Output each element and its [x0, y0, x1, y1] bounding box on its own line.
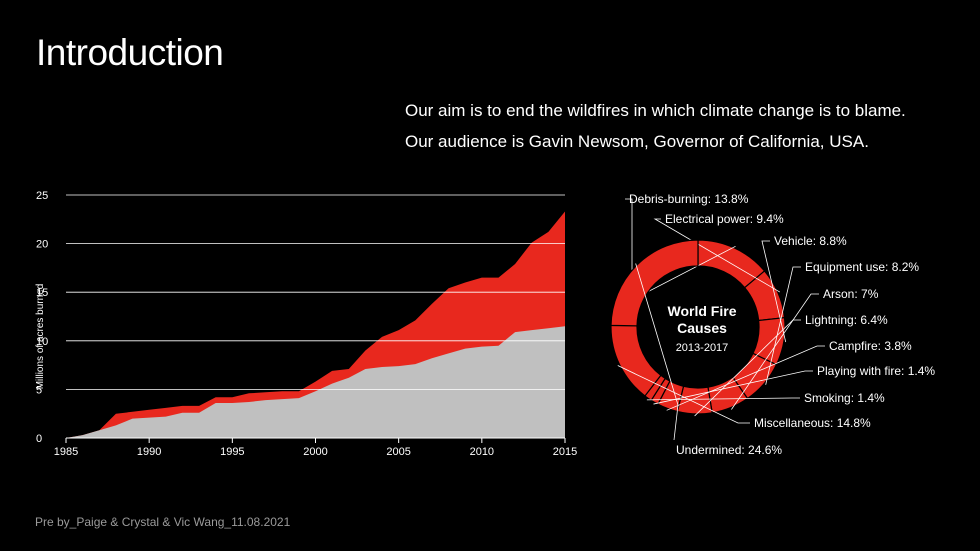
slide-title: Introduction [36, 32, 224, 73]
donut-leader-line [666, 345, 825, 411]
donut-slice-label: Campfire: 3.8% [829, 339, 912, 353]
x-tick-label: 2005 [386, 446, 410, 458]
aim-line-1: Our aim is to end the wildfires in which… [405, 101, 906, 120]
area-series-base [66, 326, 565, 438]
donut-leader-line [617, 365, 750, 424]
donut-slice-label: Lightning: 6.4% [805, 313, 888, 327]
donut-slice [610, 324, 662, 397]
x-tick-label: 1990 [137, 446, 161, 458]
x-tick-label: 2010 [470, 446, 494, 458]
donut-slice-label: Electrical power: 9.4% [665, 212, 784, 226]
donut-center-subtitle: 2013-2017 [676, 342, 729, 354]
y-tick-label: 20 [36, 239, 48, 251]
donut-leader-line [653, 218, 781, 293]
donut-leader-line [653, 370, 813, 405]
x-tick-label: 1995 [220, 446, 244, 458]
footer-credit: Pre by_Paige & Crystal & Vic Wang_11.08.… [35, 515, 291, 529]
donut-slice-label: Undermined: 24.6% [676, 443, 782, 457]
aim-text: Our aim is to end the wildfires in which… [405, 95, 906, 157]
donut-slice [610, 239, 699, 327]
donut-slice-label: Equipment use: 8.2% [805, 260, 919, 274]
donut-leader-line [761, 240, 787, 343]
donut-slice-label: Miscellaneous: 14.8% [754, 416, 871, 430]
donut-slice-label: Vehicle: 8.8% [774, 234, 847, 248]
donut-leader-line [635, 263, 679, 441]
donut-leader-line [646, 397, 800, 401]
x-tick-label: 1985 [54, 446, 78, 458]
donut-center-title: World Fire [668, 303, 737, 319]
donut-slice-label: Debris-burning: 13.8% [629, 192, 749, 206]
donut-slice-label: Playing with fire: 1.4% [817, 364, 935, 378]
y-tick-label: 25 [36, 190, 48, 202]
y-tick-label: 0 [36, 433, 42, 445]
y-tick-label: 10 [36, 336, 48, 348]
donut-slice-label: Smoking: 1.4% [804, 391, 885, 405]
aim-line-2: Our audience is Gavin Newsom, Governor o… [405, 132, 869, 151]
donut-leader-line [625, 198, 736, 301]
donut-center-title: Causes [677, 320, 727, 336]
y-tick-label: 5 [36, 384, 42, 396]
x-tick-label: 2015 [553, 446, 577, 458]
y-tick-label: 15 [36, 287, 48, 299]
y-axis-label: Millions of acres burned [35, 284, 46, 390]
donut-leader-line [765, 266, 801, 385]
x-tick-label: 2000 [303, 446, 327, 458]
donut-slice-label: Arson: 7% [823, 287, 879, 301]
